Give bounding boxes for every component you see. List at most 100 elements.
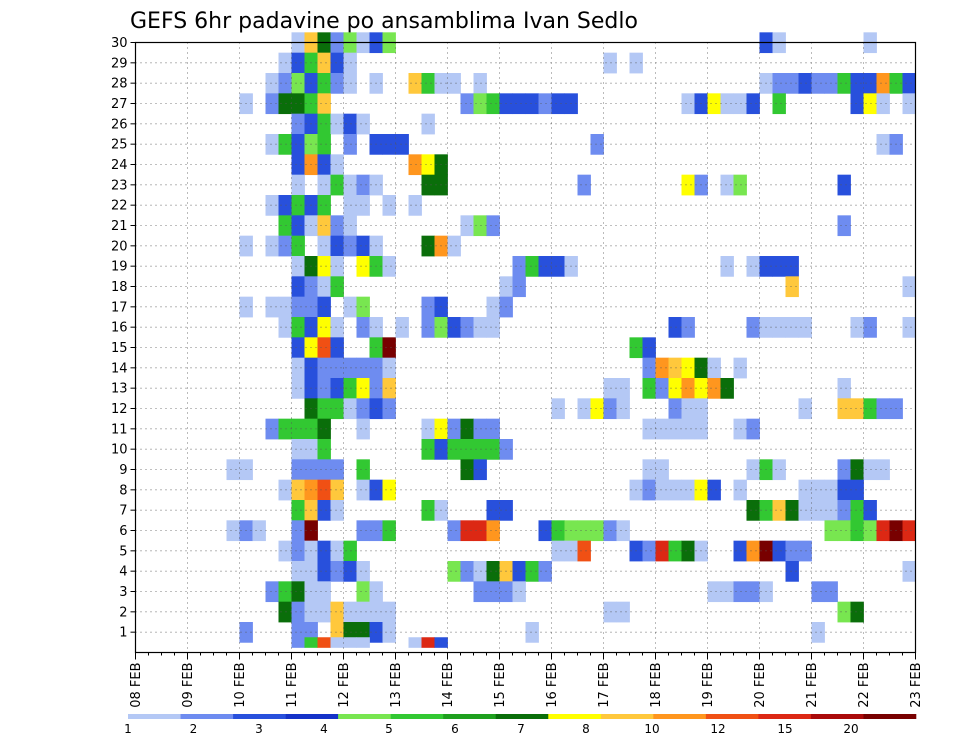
heatmap-cell	[668, 378, 682, 399]
heatmap-cell	[291, 113, 305, 135]
heatmap-cell	[304, 637, 318, 648]
heatmap-cell	[356, 637, 370, 648]
heatmap-cell	[395, 134, 409, 155]
heatmap-cell	[330, 73, 344, 94]
heatmap-cell	[798, 540, 812, 562]
heatmap-cell	[382, 520, 396, 542]
heatmap-cell	[278, 581, 292, 603]
heatmap-cell	[356, 479, 370, 501]
heatmap-cell	[447, 235, 461, 257]
heatmap-cell	[746, 540, 760, 562]
colorbar-label: 15	[777, 722, 792, 736]
x-tick-label: 09 FEB	[181, 663, 196, 708]
heatmap-cell	[577, 520, 591, 542]
heatmap-cell	[642, 378, 656, 399]
colorbar-label: 2	[190, 722, 198, 736]
y-tick-label: 4	[119, 565, 127, 580]
heatmap-cell	[733, 581, 747, 603]
heatmap-cell	[590, 134, 604, 155]
heatmap-cell	[278, 418, 292, 440]
x-tick-label: 21 FEB	[805, 663, 820, 708]
heatmap-cell	[291, 601, 305, 623]
chart-title: GEFS 6hr padavine po ansamblima Ivan Sed…	[130, 9, 638, 34]
heatmap-cell	[356, 378, 370, 399]
heatmap-cell	[330, 337, 344, 359]
heatmap-cell	[291, 561, 305, 582]
heatmap-cell	[863, 500, 877, 521]
heatmap-cell	[408, 73, 422, 94]
colorbar-swatch	[863, 714, 917, 719]
heatmap-cell	[655, 459, 669, 481]
heatmap-cell	[343, 113, 357, 135]
heatmap-cell	[590, 398, 604, 420]
heatmap-cell	[616, 520, 630, 542]
heatmap-cell	[317, 317, 331, 338]
heatmap-cell	[746, 93, 760, 115]
heatmap-cell	[265, 581, 279, 603]
x-tick-label: 19 FEB	[701, 663, 716, 708]
heatmap-cell	[681, 540, 695, 562]
colorbar-label: 3	[255, 722, 263, 736]
heatmap-cell	[486, 317, 500, 338]
heatmap-cell	[356, 317, 370, 338]
colorbar-label: 12	[710, 722, 725, 736]
heatmap-cell	[837, 174, 851, 196]
heatmap-cell	[460, 520, 474, 542]
heatmap-cell	[655, 479, 669, 501]
heatmap-cell	[356, 174, 370, 196]
heatmap-cell	[317, 561, 331, 582]
heatmap-cell	[291, 520, 305, 542]
heatmap-cell	[291, 378, 305, 399]
heatmap-cell	[343, 378, 357, 399]
heatmap-cell	[746, 317, 760, 338]
heatmap-cell	[278, 540, 292, 562]
heatmap-cell	[512, 93, 526, 115]
heatmap-cell	[291, 73, 305, 94]
heatmap-cell	[850, 93, 864, 115]
heatmap-cell	[421, 73, 435, 94]
heatmap-cell	[395, 317, 409, 338]
heatmap-cell	[863, 398, 877, 420]
x-tick-label: 08 FEB	[129, 663, 144, 708]
heatmap-cell	[278, 601, 292, 623]
colorbar-label: 1	[124, 722, 132, 736]
heatmap-cell	[850, 398, 864, 420]
heatmap-cell	[317, 93, 331, 115]
heatmap-cell	[863, 73, 877, 94]
heatmap-cell	[278, 235, 292, 257]
heatmap-cell	[590, 520, 604, 542]
heatmap-cell	[538, 93, 552, 115]
heatmap-cell	[382, 195, 396, 216]
heatmap-cell	[668, 540, 682, 562]
heatmap-cell	[317, 215, 331, 237]
colorbar-swatch	[758, 714, 812, 719]
colorbar-swatch	[495, 714, 549, 719]
heatmap-cell	[603, 520, 617, 542]
heatmap-cell	[876, 73, 890, 94]
heatmap-cell	[356, 581, 370, 603]
heatmap-cell	[291, 276, 305, 298]
heatmap-cell	[850, 520, 864, 542]
heatmap-cell	[291, 439, 305, 460]
heatmap-cell	[668, 479, 682, 501]
heatmap-cell	[421, 317, 435, 338]
colorbar-swatch	[810, 714, 864, 719]
heatmap-cell	[681, 479, 695, 501]
heatmap-cell	[356, 459, 370, 481]
heatmap-cell	[668, 357, 682, 379]
heatmap-cell	[733, 93, 747, 115]
heatmap-cell	[382, 601, 396, 623]
heatmap-cell	[317, 378, 331, 399]
heatmap-cell	[356, 601, 370, 623]
heatmap-cell	[837, 73, 851, 94]
heatmap-cell	[473, 561, 487, 582]
heatmap-cell	[668, 418, 682, 440]
heatmap-cell	[486, 439, 500, 460]
heatmap-cell	[317, 276, 331, 298]
heatmap-cell	[681, 93, 695, 115]
y-tick-label: 5	[119, 544, 127, 559]
heatmap-cell	[642, 357, 656, 379]
y-tick-label: 20	[111, 239, 128, 254]
heatmap-cell	[330, 601, 344, 623]
